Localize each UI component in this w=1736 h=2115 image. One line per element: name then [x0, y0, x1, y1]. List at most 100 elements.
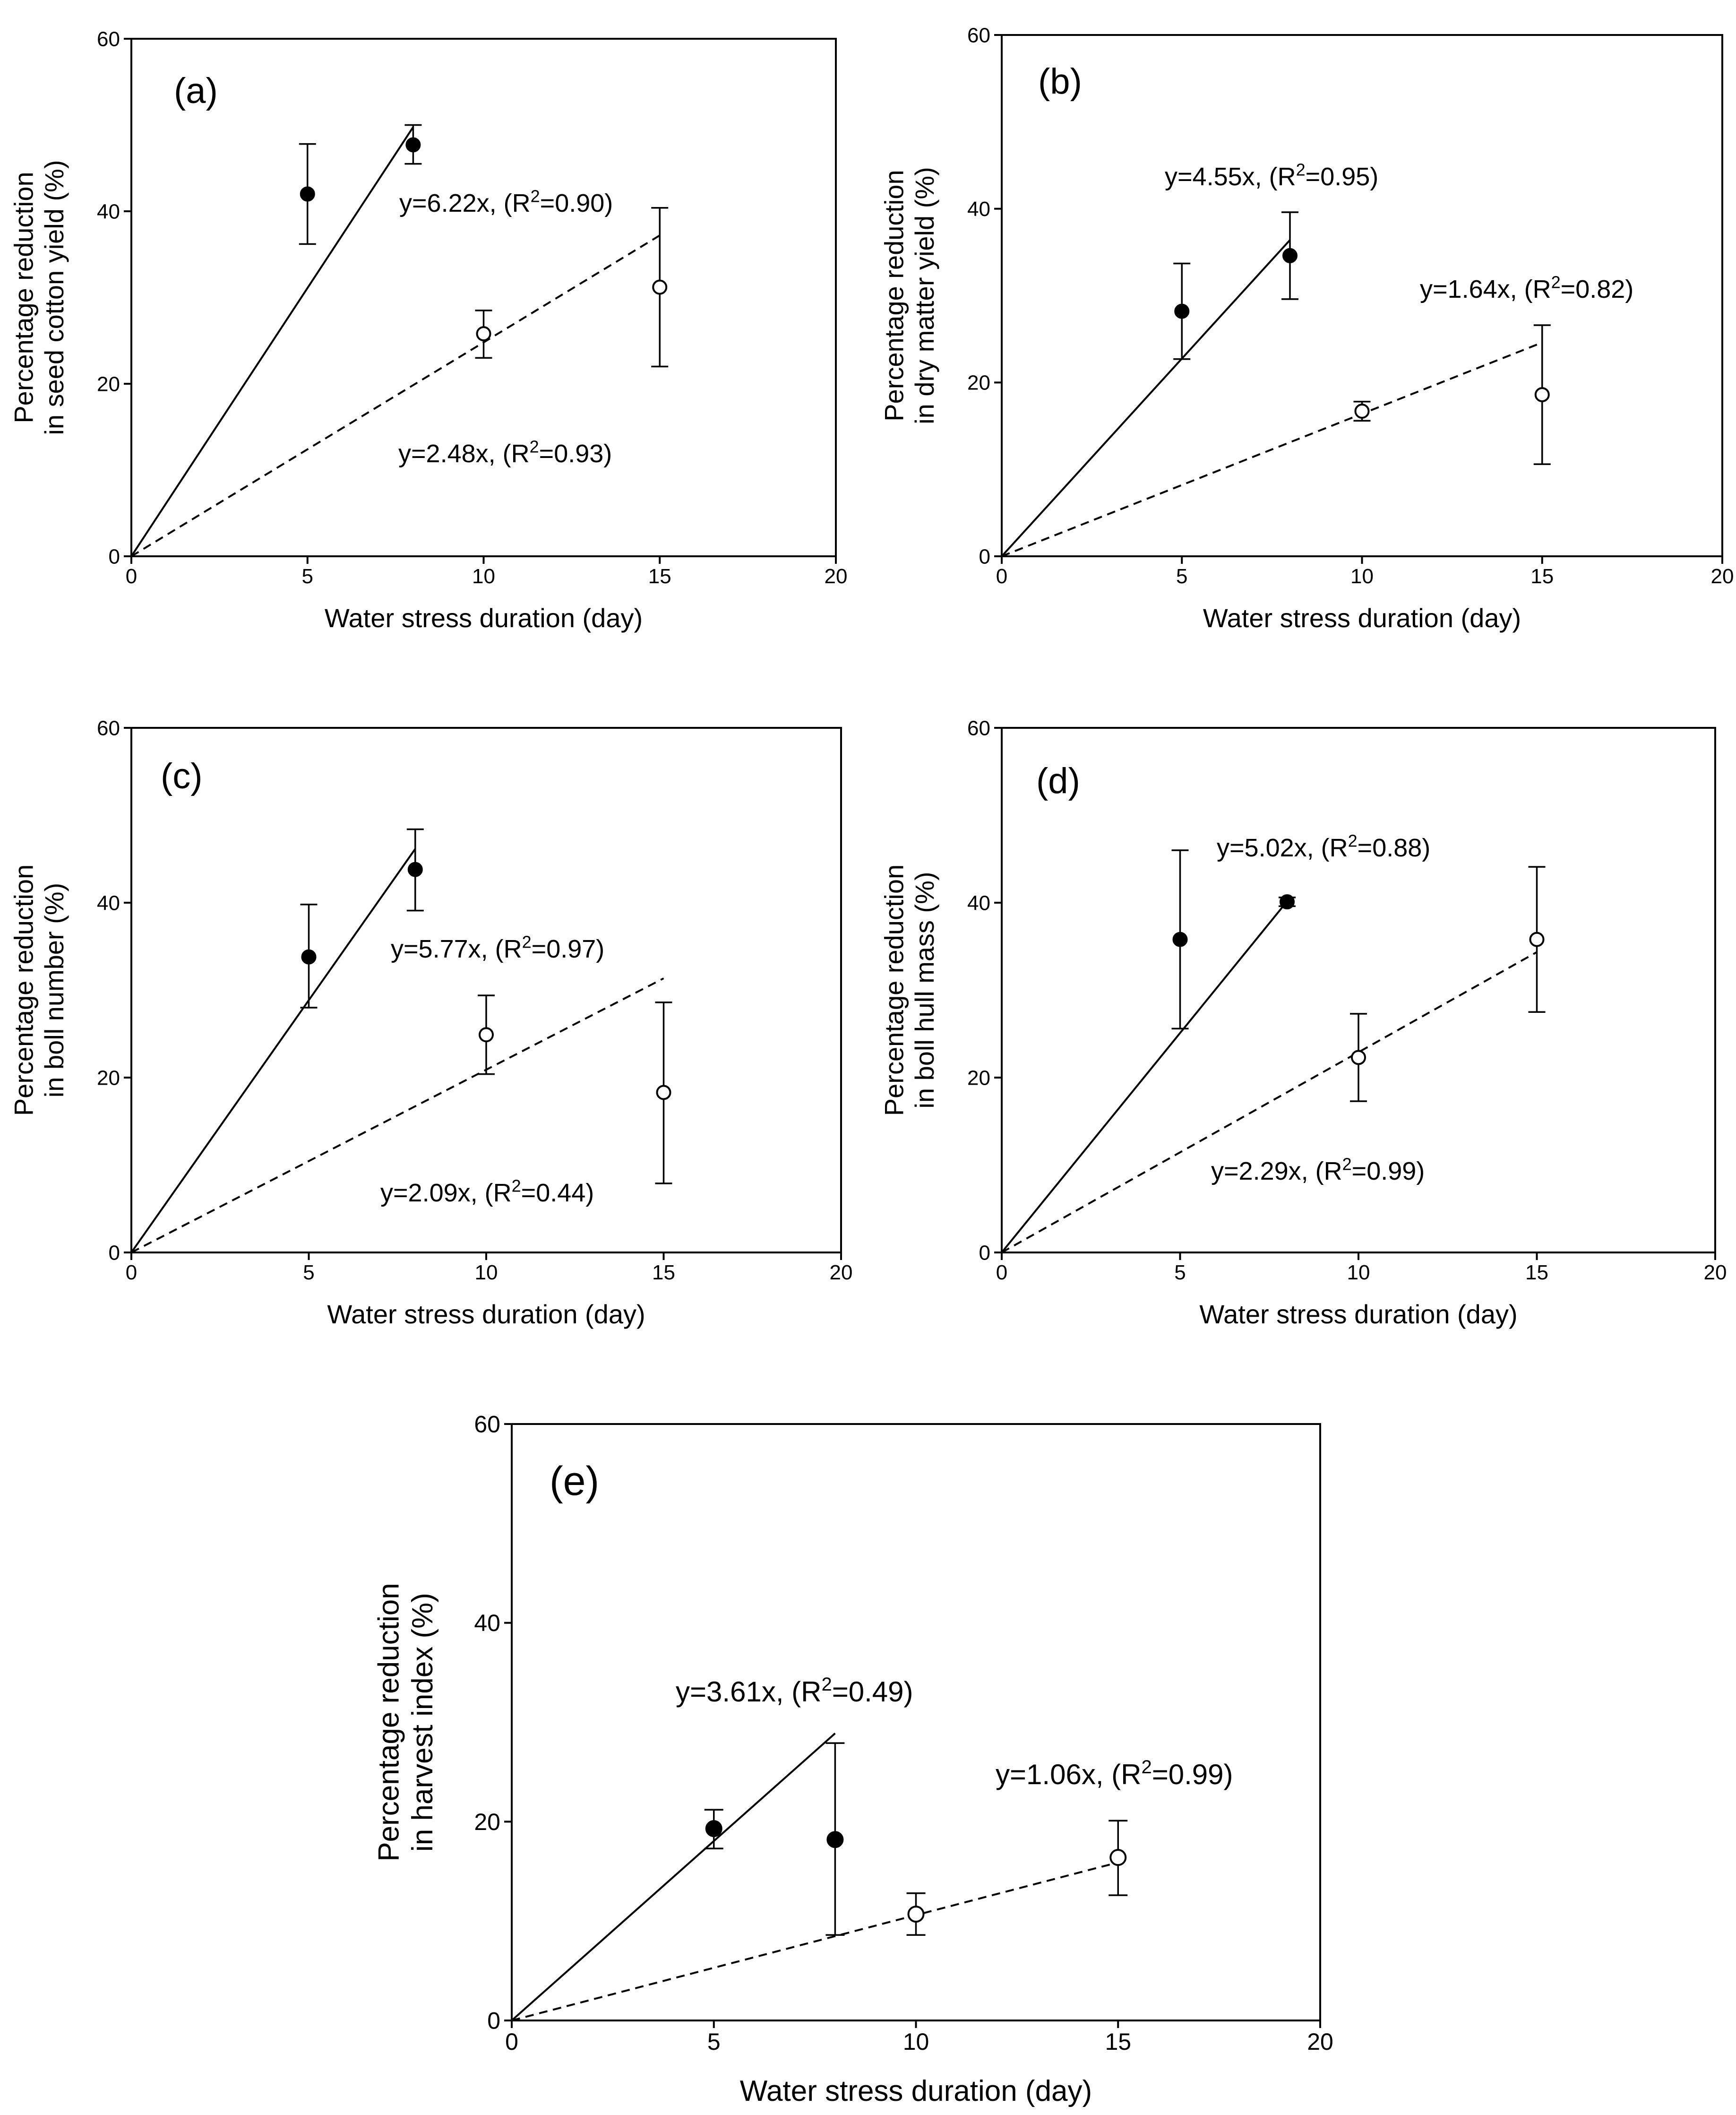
plot-frame	[130, 38, 837, 557]
data-point-open	[1354, 403, 1370, 419]
x-tick-label: 5	[302, 565, 313, 588]
regression-equation: y=6.22x, (R2=0.90)	[399, 186, 613, 217]
x-axis-title: Water stress duration (day)	[1199, 1299, 1517, 1329]
regression-equation: y=4.55x, (R2=0.95)	[1165, 160, 1378, 191]
series-filled: y=3.61x, (R2=0.49)	[511, 1674, 913, 2021]
data-point-open	[656, 1085, 671, 1100]
regression-equation: y=5.02x, (R2=0.88)	[1217, 831, 1430, 862]
y-tick-label: 20	[97, 1066, 120, 1089]
data-point-open	[1529, 932, 1545, 947]
x-tick-label: 10	[903, 2029, 929, 2055]
x-tick-label: 20	[1307, 2029, 1333, 2055]
data-point-filled	[301, 949, 317, 965]
data-point-filled	[1172, 932, 1188, 947]
x-tick-label: 15	[1530, 565, 1554, 588]
regression-line-open	[131, 977, 664, 1253]
regression-equation: y=2.48x, (R2=0.93)	[398, 437, 612, 468]
y-tick-label: 60	[97, 27, 120, 51]
data-point-filled	[407, 862, 423, 877]
panel-label: (b)	[1038, 61, 1082, 102]
y-axis-title: Percentage reductionin harvest index (%)	[373, 1583, 439, 1861]
series-filled: y=5.77x, (R2=0.97)	[130, 828, 604, 1253]
y-axis-title-line: in harvest index (%)	[406, 1593, 439, 1852]
equation-part: y=3.61x, (R	[676, 1676, 821, 1708]
series-open: y=1.06x, (R2=0.99)	[511, 1757, 1233, 2021]
regression-line-filled	[130, 126, 414, 557]
regression-equation: y=1.64x, (R2=0.82)	[1420, 272, 1633, 303]
y-tick-label: 40	[97, 891, 120, 915]
x-tick-label: 5	[1176, 565, 1187, 588]
y-tick-label: 40	[474, 1610, 500, 1636]
y-axis-title: Percentage reductionin boll number (%)	[9, 864, 69, 1116]
data-point-open	[479, 1027, 494, 1043]
equation-superscript: 2	[1141, 1757, 1152, 1778]
panel-label: (c)	[161, 756, 203, 796]
y-tick-label: 20	[967, 1066, 990, 1089]
equation-part: y=2.09x, (R	[380, 1179, 512, 1207]
equation-superscript: 2	[522, 932, 532, 951]
data-point-open	[652, 279, 668, 295]
chart-panel-d: 0 5 10 15 20 0 20 40 60 Water stress duration (da…	[879, 717, 1727, 1329]
data-point-filled	[405, 137, 421, 153]
x-axis-title: Water stress duration (day)	[1203, 603, 1521, 633]
equation-part: y=2.48x, (R	[398, 440, 530, 468]
series-open: y=2.48x, (R2=0.93)	[130, 207, 669, 557]
data-point-filled	[1174, 303, 1190, 319]
equation-part: =0.99)	[1352, 1157, 1425, 1185]
y-tick-label: 40	[967, 891, 990, 915]
y-tick-label: 0	[109, 1241, 120, 1264]
series-open: y=1.64x, (R2=0.82)	[1001, 272, 1633, 557]
x-tick-label: 5	[1174, 1261, 1186, 1284]
equation-part: =0.44)	[521, 1179, 594, 1207]
panel-label: (d)	[1036, 761, 1080, 801]
equation-superscript: 2	[512, 1176, 521, 1195]
equation-part: =0.90)	[540, 189, 613, 217]
x-tick-label: 5	[303, 1261, 314, 1284]
data-point-filled	[1280, 894, 1295, 910]
x-axis-title: Water stress duration (day)	[740, 2075, 1092, 2107]
y-axis-title-line: in seed cotton yield (%)	[39, 160, 69, 435]
y-tick-label: 60	[967, 24, 990, 47]
regression-equation: y=2.29x, (R2=0.99)	[1211, 1154, 1425, 1185]
regression-line-filled	[1001, 239, 1291, 557]
equation-part: =0.99)	[1152, 1759, 1233, 1790]
x-tick-label: 0	[996, 1261, 1007, 1284]
y-tick-label: 0	[487, 2008, 500, 2034]
equation-superscript: 2	[530, 437, 539, 456]
y-axis-title-line: Percentage reduction	[879, 170, 909, 421]
equation-superscript: 2	[821, 1674, 832, 1695]
x-axis-title: Water stress duration (day)	[327, 1299, 645, 1329]
equation-part: y=5.02x, (R	[1217, 834, 1348, 862]
equation-part: =0.95)	[1306, 163, 1379, 191]
regression-equation: y=1.06x, (R2=0.99)	[996, 1757, 1233, 1790]
equation-superscript: 2	[531, 186, 540, 206]
series-open: y=2.09x, (R2=0.44)	[131, 977, 672, 1253]
equation-part: =0.88)	[1358, 834, 1431, 862]
equation-superscript: 2	[1342, 1154, 1352, 1174]
series-filled: y=4.55x, (R2=0.95)	[1001, 160, 1378, 557]
series-filled: y=6.22x, (R2=0.90)	[130, 124, 613, 557]
series-open: y=2.29x, (R2=0.99)	[1001, 866, 1546, 1253]
plot-frame	[130, 727, 842, 1253]
x-tick-label: 10	[472, 565, 495, 588]
equation-part: y=1.06x, (R	[996, 1759, 1141, 1790]
x-tick-label: 10	[1347, 1261, 1370, 1284]
x-tick-label: 0	[126, 1261, 137, 1284]
x-tick-label: 5	[707, 2029, 721, 2055]
x-tick-label: 10	[475, 1261, 498, 1284]
y-tick-label: 20	[967, 371, 990, 395]
y-axis-title: Percentage reductionin dry matter yield …	[879, 167, 939, 424]
data-point-filled	[1282, 248, 1298, 263]
x-tick-label: 15	[652, 1261, 675, 1284]
x-tick-label: 15	[1105, 2029, 1131, 2055]
regression-line-open	[511, 1861, 1118, 2021]
y-tick-label: 20	[474, 1809, 500, 1835]
y-tick-label: 60	[97, 717, 120, 740]
data-point-open	[907, 1905, 925, 1923]
x-tick-label: 20	[825, 565, 848, 588]
equation-part: =0.49)	[832, 1676, 913, 1708]
series-filled: y=5.02x, (R 2 =0.88)	[1001, 831, 1430, 1253]
chart-panel-a: 0 5 10 15 20 0 20 40 60 Water stress duration (da…	[9, 27, 848, 633]
equation-part: y=4.55x, (R	[1165, 163, 1296, 191]
y-tick-label: 0	[979, 545, 990, 568]
